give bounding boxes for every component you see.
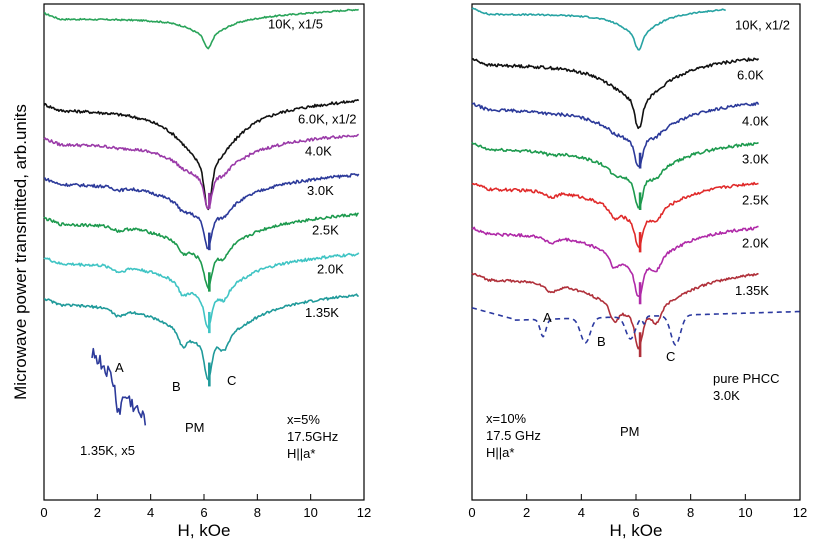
x-tick-label-2: 2 (94, 505, 101, 520)
left-feature-C: C (227, 373, 236, 388)
x-tick-label-0: 0 (468, 505, 475, 520)
right-curves (471, 7, 801, 358)
right-x-ticks: 0 2 4 6 8 10 12 (468, 494, 807, 520)
trace-label-2-5k: 2.5K (312, 222, 339, 237)
trace-label-4-0k: 4.0K (305, 143, 332, 158)
trace-10k-x1-5 (43, 8, 359, 50)
x-tick-label-10: 10 (303, 505, 317, 520)
trace-6-0k (471, 57, 760, 130)
trace-1-35k (43, 293, 359, 381)
left-note-concentration: x=5% (287, 412, 320, 427)
trace-3-0k (43, 173, 360, 250)
left-y-axis-title: Microwave power transmitted, arb.units (11, 104, 30, 400)
right-feature-C: C (666, 349, 675, 364)
trace-2-0k (43, 252, 360, 329)
trace-label-3-0k: 3.0K (742, 152, 769, 167)
right-trace-labels: 10K, x1/2 6.0K 4.0K 3.0K 2.5K 2.0K 1.35K (735, 17, 790, 298)
trace-label-4-0k: 4.0K (742, 114, 769, 129)
trace-label-6-0k: 6.0K (737, 67, 764, 82)
left-feature-B: B (172, 379, 181, 394)
left-trace-labels: 10K, x1/5 6.0K, x1/2 4.0K 3.0K 2.5K 2.0K 1.35K (268, 16, 357, 320)
trace-label-2-0k: 2.0K (317, 262, 344, 277)
x-tick-label-6: 6 (200, 505, 207, 520)
trace-4-0k (43, 133, 360, 210)
right-panel: 0 2 4 6 8 10 12 10K, x1/26.0K4.0K3.0K2.5K2.0K1… (468, 3, 807, 540)
trace-pure-phcc (471, 307, 801, 346)
right-feature-A: A (543, 310, 552, 325)
trace-label-10k-x1-2: 10K, x1/2 (735, 17, 790, 32)
trace-2-5k (43, 212, 359, 290)
trace-label-2-0k: 2.0K (742, 236, 769, 251)
right-feature-B: B (597, 334, 606, 349)
left-panel: 0 2 4 6 8 10 12 10K, x1/5 6.0K, x1/2 4.0K 3.0K 2.5… (11, 3, 371, 540)
trace-label-1-35k: 1.35K (735, 283, 769, 298)
x-tick-label-8: 8 (687, 505, 694, 520)
trace-label-3-0k: 3.0K (307, 183, 334, 198)
x-tick-label-4: 4 (147, 505, 154, 520)
trace-10k-x1-2 (471, 7, 726, 51)
x-tick-label-8: 8 (254, 505, 261, 520)
x-tick-label-12: 12 (357, 505, 371, 520)
left-feature-A: A (115, 360, 124, 375)
left-note-field-direction: H||a* (287, 446, 315, 461)
trace-6-0k-x1-2 (43, 99, 360, 211)
trace-label-6-0k-x1-2: 6.0K, x1/2 (298, 112, 357, 127)
left-curves (43, 8, 360, 387)
trace-3-0k (471, 141, 759, 209)
left-feature-PM: PM (185, 420, 205, 435)
right-note-frequency: 17.5 GHz (486, 428, 541, 443)
right-note-concentration: x=10% (486, 411, 527, 426)
right-x-axis-title: H, kOe (610, 521, 663, 540)
left-inset-trace (91, 347, 147, 426)
right-note-field-direction: H||a* (486, 445, 514, 460)
x-tick-label-12: 12 (793, 505, 807, 520)
x-tick-label-10: 10 (738, 505, 752, 520)
trace-label-10k-x1-5: 10K, x1/5 (268, 16, 323, 31)
left-note-frequency: 17.5GHz (287, 429, 338, 444)
left-x-ticks: 0 2 4 6 8 10 12 (40, 494, 371, 520)
x-tick-label-2: 2 (523, 505, 530, 520)
trace-label-1-35k: 1.35K (305, 305, 339, 320)
x-tick-label-0: 0 (40, 505, 47, 520)
trace-1-35k (471, 272, 759, 350)
trace-2-5k (471, 181, 759, 249)
x-tick-label-4: 4 (578, 505, 585, 520)
trace-2-0k (471, 225, 759, 297)
right-pure-phcc-temp-label: 3.0K (713, 388, 740, 403)
right-pure-phcc-label: pure PHCC (713, 371, 779, 386)
left-x-axis-title: H, kOe (178, 521, 231, 540)
trace-label-2-5k: 2.5K (742, 193, 769, 208)
inset-trace-1-35k-x5 (91, 347, 147, 426)
right-feature-PM: PM (620, 424, 640, 439)
left-inset-label: 1.35K, x5 (80, 443, 135, 458)
trace-4-0k (471, 101, 760, 168)
x-tick-label-6: 6 (632, 505, 639, 520)
